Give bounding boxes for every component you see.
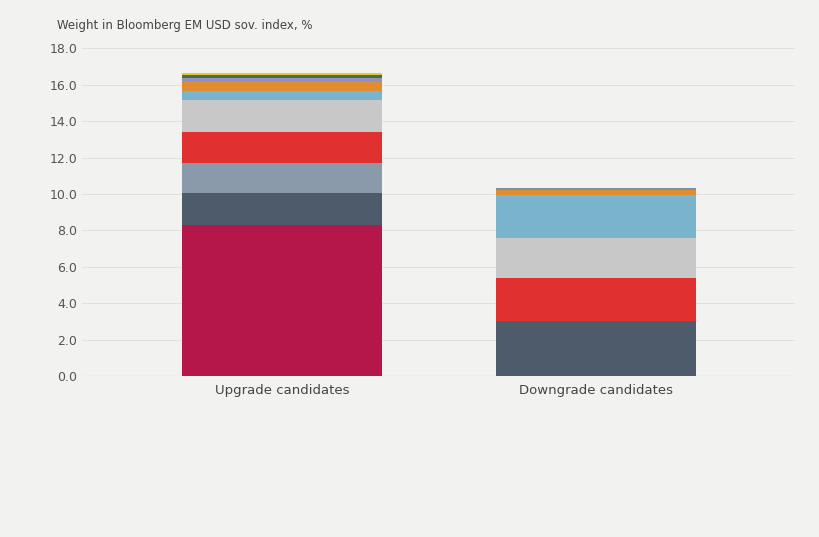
- Bar: [182, 100, 381, 132]
- Bar: [182, 225, 381, 376]
- Bar: [495, 278, 695, 321]
- Bar: [182, 72, 381, 75]
- Bar: [182, 82, 381, 91]
- Bar: [495, 187, 695, 190]
- Bar: [495, 190, 695, 195]
- Bar: [495, 321, 695, 376]
- Bar: [182, 193, 381, 225]
- Bar: [182, 132, 381, 163]
- Bar: [495, 195, 695, 237]
- Bar: [182, 78, 381, 82]
- Bar: [495, 237, 695, 278]
- Bar: [182, 75, 381, 78]
- Bar: [182, 91, 381, 100]
- Text: Weight in Bloomberg EM USD sov. index, %: Weight in Bloomberg EM USD sov. index, %: [57, 19, 313, 32]
- Bar: [182, 163, 381, 193]
